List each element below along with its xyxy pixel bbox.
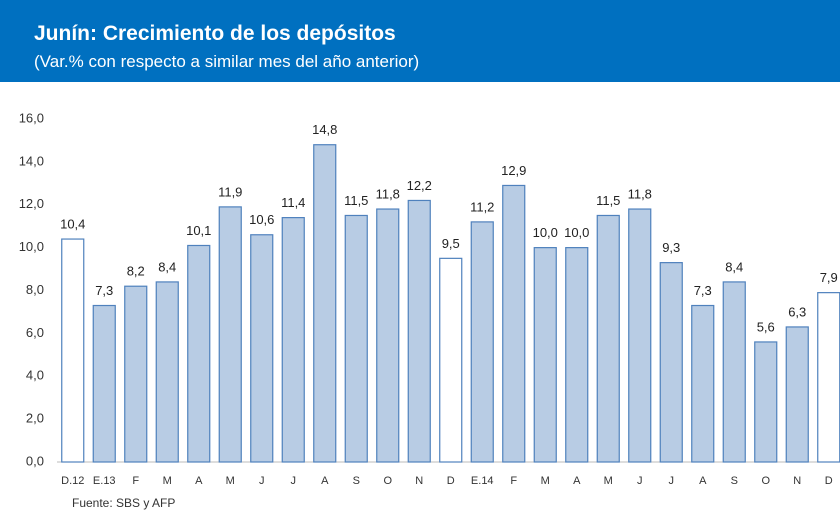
bar	[785, 326, 809, 463]
bar	[376, 208, 400, 463]
data-label: 5,6	[757, 319, 775, 334]
header: Junín: Crecimiento de los depósitos (Var…	[0, 0, 840, 82]
bar	[470, 221, 494, 463]
x-tick-label: O	[383, 475, 392, 487]
y-tick-label: 14,0	[19, 153, 44, 168]
data-label: 8,4	[158, 259, 176, 274]
x-tick-label: M	[541, 475, 550, 487]
bar	[218, 206, 242, 463]
y-tick-label: 4,0	[26, 368, 44, 383]
x-tick-label: O	[761, 475, 770, 487]
x-tick-label: E.14	[471, 475, 494, 487]
x-tick-label: F	[510, 475, 517, 487]
bar	[187, 244, 211, 463]
bar	[533, 247, 557, 463]
data-label: 12,9	[501, 163, 526, 178]
data-label: 6,3	[788, 304, 806, 319]
x-tick-label: S	[731, 475, 738, 487]
bar	[313, 144, 337, 463]
data-label: 7,3	[694, 283, 712, 298]
x-tick-label: J	[669, 475, 675, 487]
chart-subtitle: (Var.% con respecto a similar mes del añ…	[34, 52, 420, 71]
bar	[817, 292, 840, 463]
y-tick-label: 16,0	[19, 110, 44, 125]
y-tick-label: 6,0	[26, 325, 44, 340]
bar	[565, 247, 589, 463]
bar	[691, 304, 715, 463]
y-tick-label: 8,0	[26, 282, 44, 297]
data-label: 8,4	[725, 259, 743, 274]
bar	[124, 285, 148, 463]
x-tick-label: D	[825, 475, 833, 487]
bar	[502, 184, 526, 463]
y-tick-label: 2,0	[26, 411, 44, 426]
data-label: 10,4	[60, 216, 85, 231]
bar	[407, 199, 431, 463]
bar	[628, 208, 652, 463]
x-tick-label: F	[132, 475, 139, 487]
x-tick-label: D.12	[61, 475, 84, 487]
data-label: 11,8	[628, 186, 652, 201]
x-tick-label: M	[226, 475, 235, 487]
data-label: 11,4	[281, 195, 305, 210]
x-tick-label: A	[573, 475, 581, 487]
bar	[92, 304, 116, 463]
y-tick-label: 12,0	[19, 196, 44, 211]
bar	[596, 214, 620, 463]
data-label: 11,5	[596, 193, 620, 208]
data-label: 11,2	[470, 199, 494, 214]
bar	[439, 257, 463, 463]
data-label: 11,9	[218, 184, 242, 199]
data-label: 12,2	[407, 178, 432, 193]
data-label: 7,3	[95, 283, 113, 298]
data-label: 8,2	[127, 264, 145, 279]
data-label: 14,8	[312, 122, 337, 137]
x-tick-label: D	[447, 475, 455, 487]
x-tick-label: A	[321, 475, 329, 487]
chart-title: Junín: Crecimiento de los depósitos	[34, 22, 396, 45]
x-tick-label: M	[604, 475, 613, 487]
data-label: 9,5	[442, 236, 460, 251]
x-tick-label: N	[415, 475, 423, 487]
x-tick-label: M	[163, 475, 172, 487]
x-tick-label: S	[353, 475, 360, 487]
data-label: 10,6	[249, 212, 274, 227]
bar	[754, 341, 778, 463]
bar	[659, 262, 683, 463]
x-tick-label: J	[637, 475, 643, 487]
data-label: 10,0	[564, 225, 589, 240]
data-label: 10,1	[186, 223, 211, 238]
bar	[250, 234, 274, 463]
x-tick-label: J	[259, 475, 265, 487]
bar	[61, 238, 85, 463]
bar	[155, 281, 179, 463]
bar	[281, 217, 305, 463]
x-tick-label: E.13	[93, 475, 116, 487]
x-tick-label: N	[793, 475, 801, 487]
y-tick-label: 0,0	[26, 453, 44, 468]
y-tick-label: 10,0	[19, 239, 44, 254]
data-label: 11,8	[376, 186, 400, 201]
x-tick-label: J	[291, 475, 297, 487]
bar	[722, 281, 746, 463]
x-tick-label: A	[195, 475, 203, 487]
source-note: Fuente: SBS y AFP	[72, 496, 175, 510]
x-tick-label: A	[699, 475, 707, 487]
data-label: 11,5	[344, 193, 368, 208]
data-label: 10,0	[533, 225, 558, 240]
data-label: 9,3	[662, 240, 680, 255]
data-label: 7,9	[820, 270, 838, 285]
bar	[344, 214, 368, 463]
